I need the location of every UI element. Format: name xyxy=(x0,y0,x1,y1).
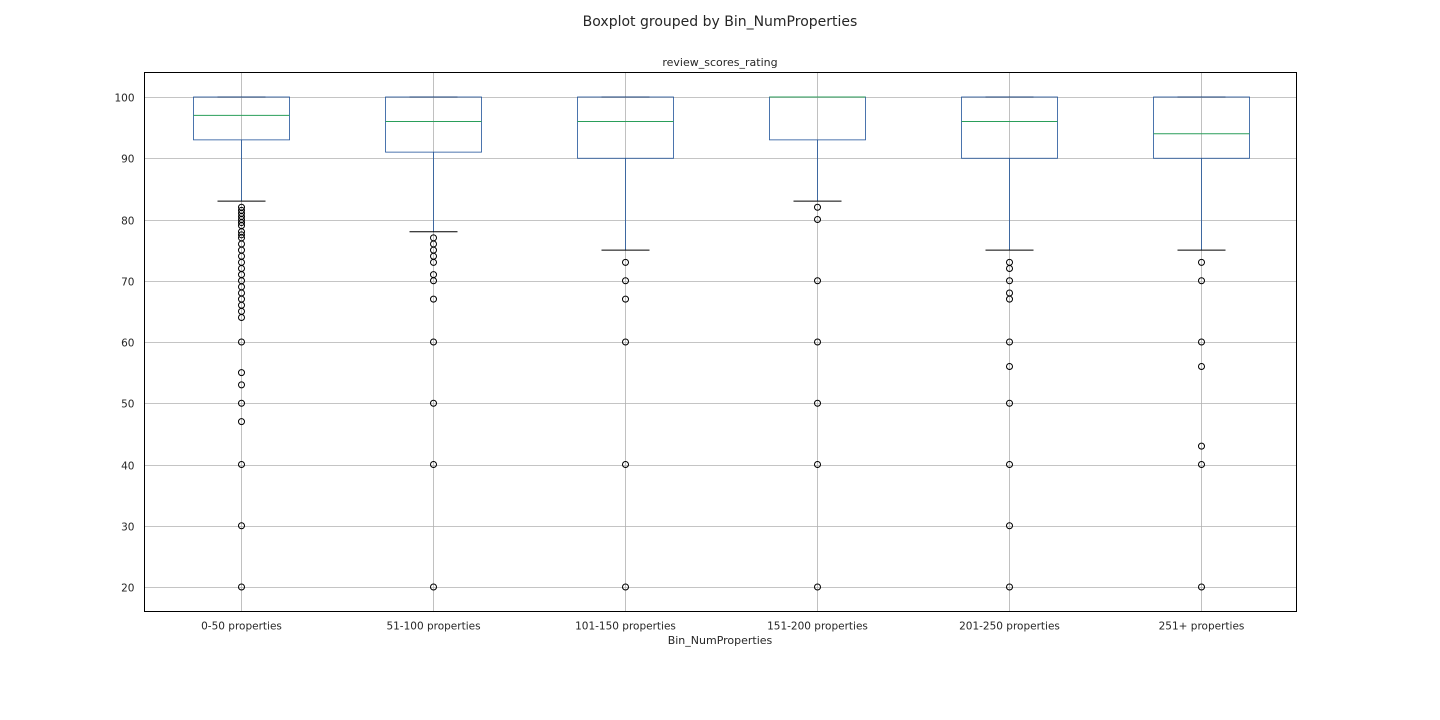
outlier-point xyxy=(1006,583,1013,591)
outlier-point xyxy=(622,461,629,468)
outlier-point xyxy=(238,219,245,227)
outlier-point xyxy=(430,461,437,468)
y-tick-label: 60 xyxy=(121,338,134,350)
x-axis-label: Bin_NumProperties xyxy=(668,634,773,647)
y-tick-label: 40 xyxy=(121,461,134,473)
outlier-point xyxy=(430,277,437,285)
outlier-point xyxy=(1198,277,1205,285)
outlier-point xyxy=(1006,461,1013,468)
iqr-box xyxy=(577,96,674,159)
outlier-point xyxy=(238,231,245,239)
outlier-point xyxy=(1198,258,1205,266)
y-tick-label: 20 xyxy=(121,583,134,595)
outlier-point xyxy=(238,522,245,530)
iqr-box xyxy=(1153,96,1250,159)
outlier-point xyxy=(430,295,437,303)
y-tick-label: 90 xyxy=(121,154,134,166)
outlier-point xyxy=(814,338,821,346)
outlier-point xyxy=(238,418,245,426)
outlier-point xyxy=(238,314,245,321)
x-tick-label: 201-250 properties xyxy=(959,621,1060,633)
outlier-point xyxy=(430,399,437,407)
box-group xyxy=(769,96,866,591)
outlier-point xyxy=(622,295,629,303)
outlier-point xyxy=(622,277,629,285)
y-tick-label: 80 xyxy=(121,216,134,228)
chart-subtitle: review_scores_rating xyxy=(662,56,777,69)
box-group xyxy=(961,96,1058,591)
outlier-point xyxy=(814,216,821,223)
outlier-point xyxy=(1198,338,1205,346)
outlier-point xyxy=(238,369,245,377)
iqr-box xyxy=(961,96,1058,159)
x-tick-label: 51-100 properties xyxy=(386,621,480,633)
y-tick-label: 70 xyxy=(121,277,134,289)
outlier-point xyxy=(430,338,437,346)
outlier-point xyxy=(430,258,437,266)
y-tick-label: 100 xyxy=(114,93,134,105)
x-tick-label: 0-50 properties xyxy=(201,621,282,633)
outlier-point xyxy=(814,399,821,407)
outlier-point xyxy=(1198,461,1205,468)
outlier-point xyxy=(1198,363,1205,370)
outlier-point xyxy=(622,583,629,591)
outlier-point xyxy=(238,381,245,389)
outlier-point xyxy=(238,461,245,468)
outlier-point xyxy=(814,461,821,468)
box-group xyxy=(577,96,674,591)
outlier-point xyxy=(238,399,245,407)
box-group xyxy=(385,96,482,591)
outlier-point xyxy=(1006,522,1013,530)
outlier-point xyxy=(238,583,245,591)
outlier-point xyxy=(1198,442,1205,450)
chart-title: Boxplot grouped by Bin_NumProperties xyxy=(583,14,858,30)
outlier-point xyxy=(814,203,821,211)
outlier-point xyxy=(430,583,437,591)
x-tick-label: 151-200 properties xyxy=(767,621,868,633)
plot-frame xyxy=(144,72,1297,612)
outlier-point xyxy=(1006,399,1013,407)
outlier-point xyxy=(1006,363,1013,370)
outlier-point xyxy=(622,258,629,266)
box-group xyxy=(1153,96,1250,591)
outlier-point xyxy=(1006,295,1013,303)
outlier-point xyxy=(238,338,245,346)
iqr-box xyxy=(385,96,482,153)
y-tick-label: 30 xyxy=(121,522,134,534)
outlier-point xyxy=(814,277,821,285)
tick-labels: 20 30 40 50 60 70 80 90 100 0-50 properties 51-100… xyxy=(114,93,1244,633)
outlier-point xyxy=(622,338,629,346)
plot-area xyxy=(193,96,1250,591)
x-tick-label: 101-150 properties xyxy=(575,621,676,633)
box-group xyxy=(193,96,290,591)
outlier-point xyxy=(1006,277,1013,285)
outlier-point xyxy=(1006,338,1013,346)
outlier-point xyxy=(1198,583,1205,591)
x-tick-label: 251+ properties xyxy=(1159,621,1245,633)
outlier-point xyxy=(1006,265,1013,272)
y-tick-label: 50 xyxy=(121,399,134,411)
outlier-point xyxy=(814,583,821,591)
iqr-box xyxy=(193,96,290,141)
grid-layer xyxy=(144,72,1297,612)
